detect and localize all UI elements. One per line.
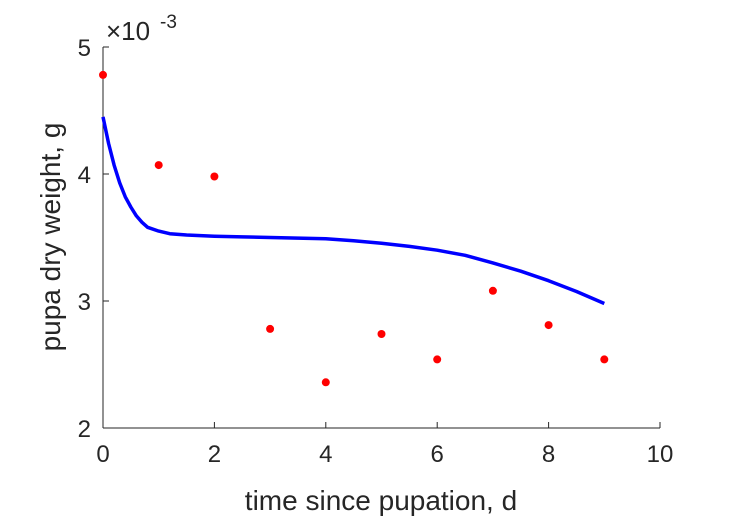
data-point: [266, 324, 275, 333]
data-point: [154, 161, 163, 170]
x-tick-labels: 0 2 4 6 8 10: [96, 441, 673, 468]
data-point: [377, 330, 386, 338]
x-tick-label: 0: [96, 441, 109, 468]
y-tick-label: 3: [78, 289, 91, 316]
x-tick-label: 6: [431, 441, 444, 468]
data-point: [544, 321, 553, 330]
data-points: [99, 70, 609, 387]
x-tick-label: 2: [208, 441, 221, 468]
data-point: [210, 172, 219, 181]
x-tick-label: 4: [319, 441, 332, 468]
x-tick-label: 8: [542, 441, 555, 468]
y-tick-label: 4: [78, 162, 91, 189]
y-axis-label: pupa dry weight, g: [35, 123, 66, 352]
data-point: [600, 355, 609, 364]
fit-line-group: [101, 116, 605, 306]
fit-line: [101, 116, 605, 306]
x-tick-label: 10: [647, 441, 674, 468]
ticks: [102, 46, 661, 429]
y-tick-label: 5: [78, 35, 91, 62]
data-point: [99, 70, 107, 79]
y-exponent-power: -3: [160, 12, 177, 33]
data-point: [488, 286, 497, 295]
data-point: [433, 355, 442, 364]
data-point: [321, 378, 330, 387]
y-tick-label: 2: [78, 416, 91, 443]
x-axis-label: time since pupation, d: [245, 485, 517, 516]
y-tick-labels: 2 3 4 5: [78, 35, 91, 443]
y-exponent-label: ×10: [106, 16, 150, 46]
